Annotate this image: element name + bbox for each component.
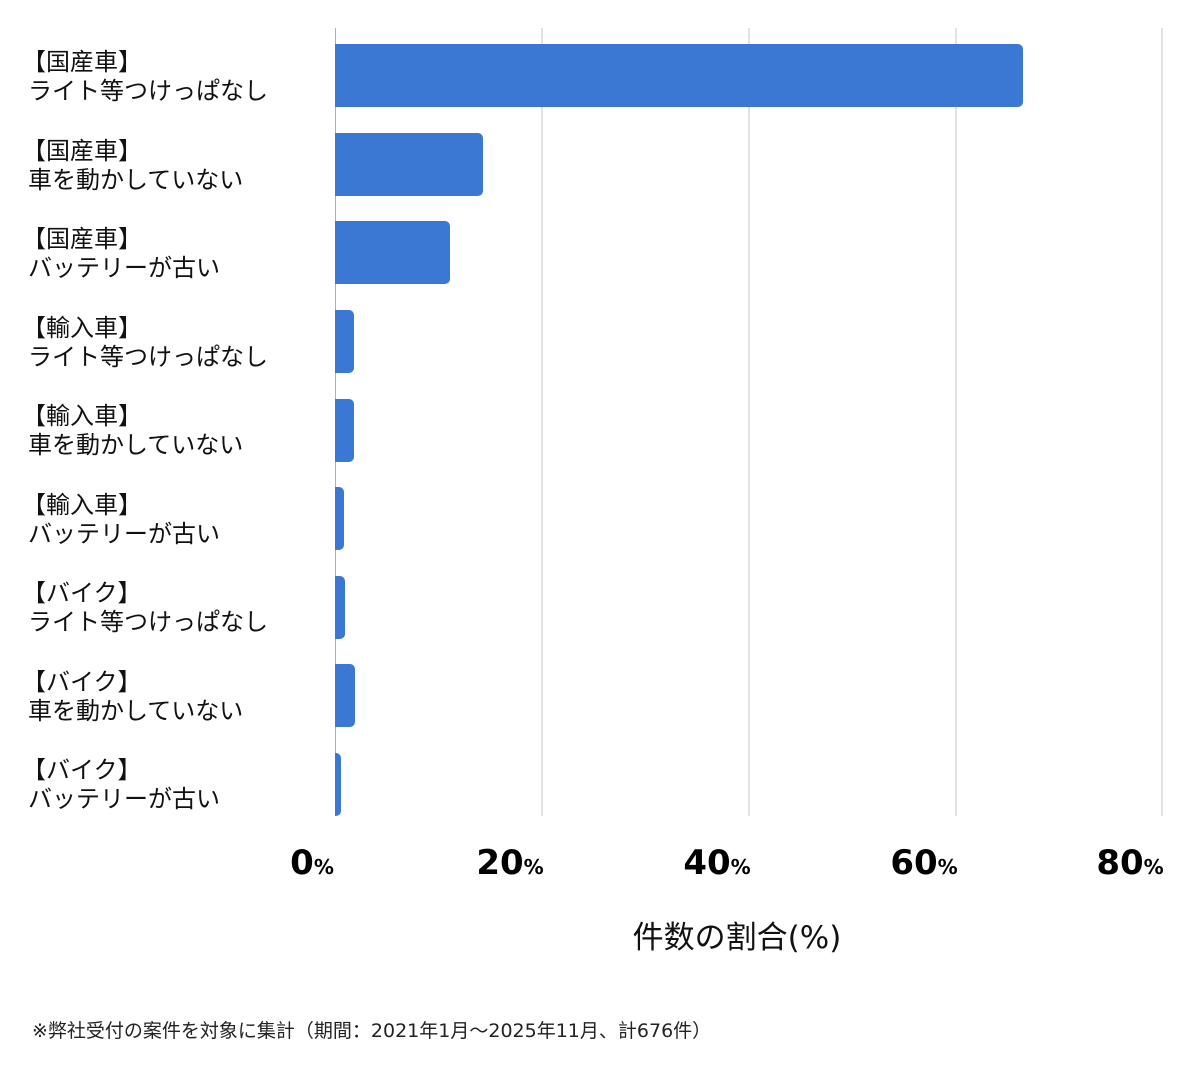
category-group: 【輸入車】 (22, 314, 142, 342)
category-label: 【輸入車】 バッテリーが古い (22, 491, 328, 549)
category-group: 【バイク】 (22, 756, 142, 784)
gridline-60 (955, 28, 957, 816)
category-item: バッテリーが古い (28, 785, 220, 813)
category-item: 車を動かしていない (28, 431, 244, 459)
gridline-40 (748, 28, 750, 816)
category-item: バッテリーが古い (28, 520, 220, 548)
category-label: 【輸入車】 ライト等つけっぱなし (22, 314, 328, 372)
x-tick-80: 80% (1096, 843, 1164, 883)
category-item: ライト等つけっぱなし (28, 77, 268, 105)
category-item: 車を動かしていない (28, 697, 244, 725)
category-item: バッテリーが古い (28, 254, 220, 282)
x-tick-0: 0% (290, 843, 334, 883)
category-label: 【バイク】 バッテリーが古い (22, 756, 328, 814)
category-label: 【バイク】 ライト等つけっぱなし (22, 579, 328, 637)
gridline-80 (1161, 28, 1163, 816)
category-label: 【バイク】 車を動かしていない (22, 668, 328, 726)
x-tick-20: 20% (476, 843, 544, 883)
category-label: 【国産車】 ライト等つけっぱなし (22, 48, 328, 106)
bar (335, 133, 483, 196)
plot-area (335, 28, 1163, 816)
category-label: 【国産車】 バッテリーが古い (22, 225, 328, 283)
bar (335, 753, 342, 816)
footnote: ※弊社受付の案件を対象に集計（期間：2021年1月～2025年11月、計676件… (32, 1020, 712, 1042)
bar (335, 310, 354, 373)
category-label: 【国産車】 車を動かしていない (22, 137, 328, 195)
bar (335, 664, 355, 727)
category-item: 車を動かしていない (28, 166, 244, 194)
category-group: 【国産車】 (22, 48, 142, 76)
gridline-20 (541, 28, 543, 816)
bar (335, 399, 354, 462)
x-tick-40: 40% (683, 843, 751, 883)
bar (335, 487, 345, 550)
category-group: 【輸入車】 (22, 491, 142, 519)
category-group: 【国産車】 (22, 137, 142, 165)
category-label: 【輸入車】 車を動かしていない (22, 402, 328, 460)
bar (335, 221, 450, 284)
x-tick-60: 60% (890, 843, 958, 883)
category-group: 【バイク】 (22, 668, 142, 696)
category-item: ライト等つけっぱなし (28, 608, 268, 636)
category-group: 【バイク】 (22, 579, 142, 607)
category-group: 【輸入車】 (22, 402, 142, 430)
x-axis-title: 件数の割合(%) (632, 920, 842, 956)
bar (335, 44, 1024, 107)
category-item: ライト等つけっぱなし (28, 343, 268, 371)
bar (335, 576, 346, 639)
category-group: 【国産車】 (22, 225, 142, 253)
